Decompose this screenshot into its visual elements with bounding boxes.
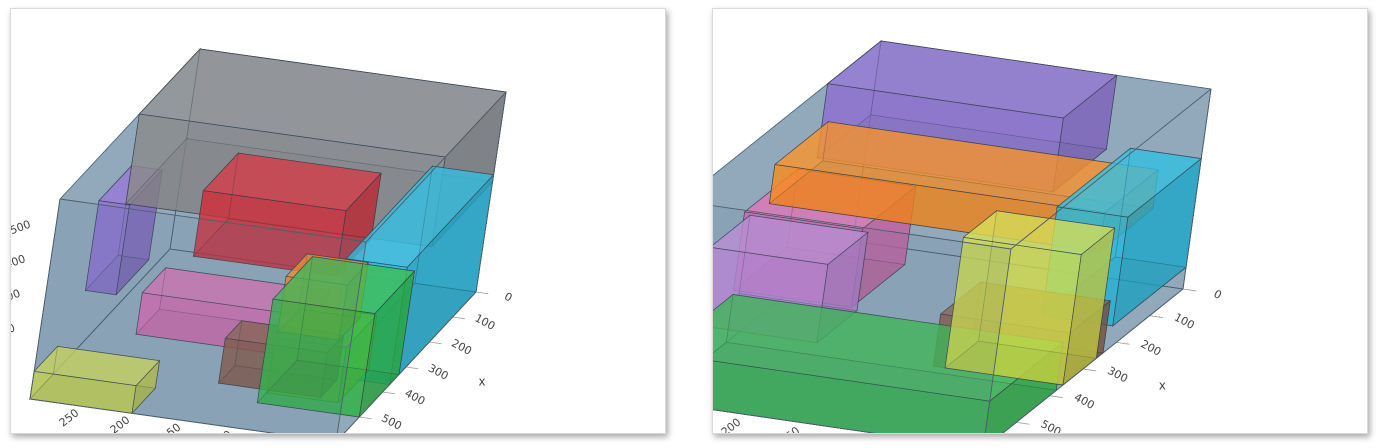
x-tick-label: 200 (1139, 337, 1164, 358)
x-tick-label: 100 (1172, 311, 1197, 332)
container-edge (984, 248, 1012, 433)
chart-panel-right[interactable]: 0100200300400500050100150200250010020030… (712, 8, 1368, 434)
x-tick-mark (405, 366, 419, 370)
container-edge (713, 205, 1012, 250)
x-tick-mark (452, 316, 465, 320)
container-edge (1010, 88, 1212, 250)
x-tick-label: 400 (403, 387, 428, 408)
x-tick-label: 300 (426, 362, 451, 383)
y-tick-label: 150 (778, 424, 803, 433)
x-axis-title: x (1159, 378, 1166, 392)
box-yellow[interactable] (944, 209, 1116, 386)
x-tick-label: 500 (1039, 417, 1064, 433)
y-tick-label: 150 (159, 421, 184, 433)
x-tick-mark (382, 391, 395, 395)
x-tick-mark (359, 416, 372, 420)
x-tick-label: 0 (502, 290, 514, 305)
z-tick-label: 500 (11, 218, 32, 237)
container-edge (343, 291, 477, 433)
box-yellow[interactable] (29, 345, 161, 415)
container-edge (713, 409, 877, 433)
container-edge (59, 198, 367, 243)
container-edge (475, 91, 507, 293)
x-tick-label: 200 (449, 337, 474, 358)
y-tick-label: 100 (210, 428, 235, 433)
container-front (713, 88, 1212, 433)
x-tick-mark (1149, 315, 1163, 318)
x-tick-mark (1049, 395, 1063, 398)
box-green[interactable] (256, 255, 416, 419)
chart-3d-box-packing-left[interactable]: 0100200300400500050100150200250010020030… (11, 9, 665, 433)
container-front-glass (30, 199, 366, 433)
chart-3d-box-packing-right[interactable]: 0100200300400500050100150200250010020030… (713, 9, 1367, 433)
box-yellow-face-side-y0 (131, 359, 161, 415)
z-tick-label: 200 (11, 321, 17, 340)
y-tick-label: 250 (57, 406, 82, 429)
z-tick-label: 100 (11, 356, 12, 375)
y-tick-label: 200 (108, 413, 133, 433)
x-tick-mark (1182, 288, 1197, 292)
container-edge (29, 398, 276, 433)
x-tick-mark (1082, 368, 1097, 372)
y-tick-label: 200 (719, 416, 744, 433)
packed-boxes (713, 40, 1203, 433)
x-tick-label: 100 (473, 312, 498, 333)
z-tick-label: 300 (11, 287, 22, 306)
x-tick-label: 0 (1212, 287, 1224, 302)
container-front-glass (713, 205, 1011, 433)
x-tick-label: 500 (379, 412, 404, 433)
container-front (29, 91, 507, 433)
x-axis-title: x (479, 375, 486, 389)
x-tick-label: 400 (1072, 391, 1097, 412)
container-edge (336, 241, 367, 433)
container-edge (1002, 288, 1184, 433)
container-edge (1182, 88, 1212, 290)
container-edge (365, 91, 507, 243)
chart-panel-left[interactable]: 0100200300400500050100150200250010020030… (10, 8, 666, 434)
x-tick-mark (475, 291, 489, 295)
x-tick-mark (429, 341, 442, 345)
packed-boxes (29, 47, 507, 419)
container-edge (29, 198, 61, 400)
box-red[interactable] (192, 152, 382, 278)
x-tick-mark (1116, 341, 1130, 345)
z-tick-label: 400 (11, 252, 27, 271)
x-tick-mark (1016, 421, 1030, 425)
x-tick-label: 300 (1105, 364, 1130, 385)
